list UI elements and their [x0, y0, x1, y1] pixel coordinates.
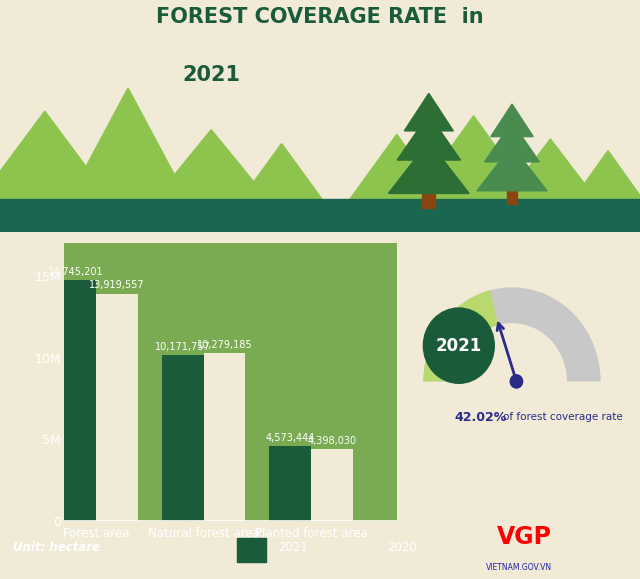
Text: 13,919,557: 13,919,557 — [90, 280, 145, 290]
Polygon shape — [397, 114, 461, 160]
Circle shape — [424, 308, 494, 383]
Polygon shape — [484, 122, 540, 162]
Text: 2021: 2021 — [278, 541, 308, 554]
Text: 10,279,185: 10,279,185 — [196, 340, 252, 350]
Text: VGP: VGP — [497, 525, 552, 549]
Bar — [204, 353, 245, 521]
Polygon shape — [0, 111, 134, 232]
Polygon shape — [404, 93, 453, 131]
Polygon shape — [326, 134, 467, 232]
Wedge shape — [424, 287, 600, 382]
Text: 42.02%: 42.02% — [454, 411, 507, 424]
Polygon shape — [388, 141, 469, 193]
Text: FOREST COVERAGE RATE  in: FOREST COVERAGE RATE in — [156, 7, 484, 27]
Text: 2021: 2021 — [182, 65, 240, 85]
Wedge shape — [424, 290, 499, 382]
Text: Unit: hectare: Unit: hectare — [13, 541, 100, 554]
Bar — [54, 280, 96, 521]
Polygon shape — [480, 139, 621, 232]
Text: 4,398,030: 4,398,030 — [307, 436, 356, 446]
Polygon shape — [491, 104, 533, 137]
Bar — [269, 446, 311, 521]
Bar — [422, 184, 435, 208]
Text: 14,745,201: 14,745,201 — [47, 267, 103, 277]
Polygon shape — [218, 144, 346, 232]
Polygon shape — [128, 130, 294, 232]
Bar — [237, 538, 266, 562]
Bar — [346, 538, 374, 562]
Polygon shape — [51, 88, 205, 232]
Text: 4,573,444: 4,573,444 — [266, 433, 315, 443]
Bar — [506, 182, 518, 204]
Text: 2021: 2021 — [436, 336, 482, 355]
Bar — [162, 355, 204, 521]
Circle shape — [510, 375, 523, 388]
Text: of forest coverage rate: of forest coverage rate — [503, 412, 623, 422]
Polygon shape — [550, 151, 640, 232]
Bar — [311, 449, 353, 521]
Bar — [0, 199, 640, 232]
Polygon shape — [477, 146, 547, 191]
Text: 2020: 2020 — [387, 541, 417, 554]
Bar — [96, 294, 138, 521]
Text: VIETNAM.GOV.VN: VIETNAM.GOV.VN — [486, 563, 552, 572]
Polygon shape — [390, 116, 557, 232]
Text: 10,171,757: 10,171,757 — [155, 342, 211, 351]
